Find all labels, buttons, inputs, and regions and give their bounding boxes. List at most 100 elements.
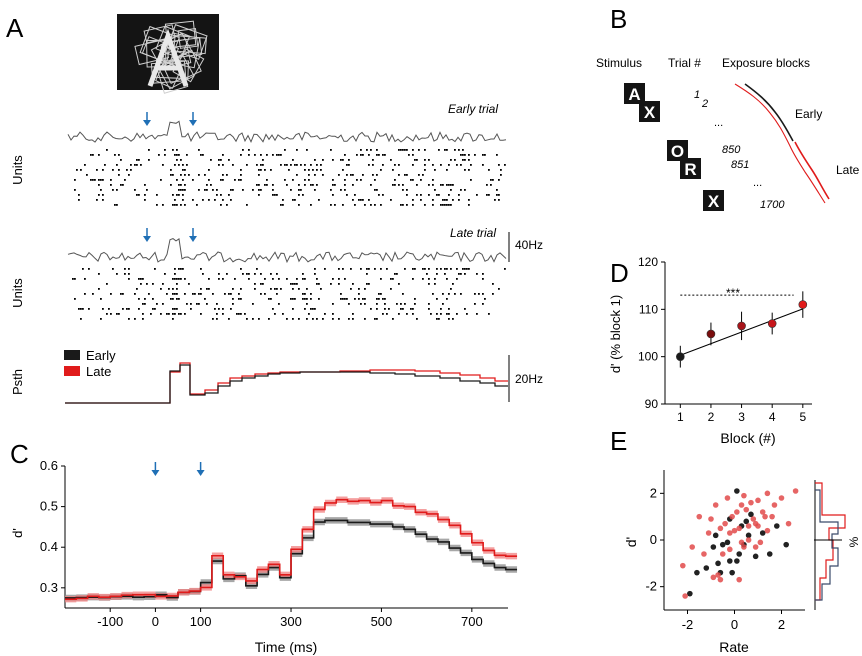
spike: [360, 199, 362, 201]
spike: [298, 288, 300, 290]
spike: [376, 298, 378, 300]
spike: [238, 293, 240, 295]
spike: [240, 169, 242, 171]
spike: [464, 154, 466, 156]
early-trial-rate-trace: [67, 120, 507, 144]
spike: [298, 189, 300, 191]
legend-label-early: Early: [86, 348, 116, 363]
spike: [404, 303, 406, 305]
spike: [438, 149, 440, 151]
spike: [492, 293, 494, 295]
spike: [176, 194, 178, 196]
spike: [298, 204, 300, 206]
spike: [200, 313, 202, 315]
spike: [230, 199, 232, 201]
spike: [428, 308, 430, 310]
spike: [186, 303, 188, 305]
spike: [330, 189, 332, 191]
spike: [182, 194, 184, 196]
spike: [492, 283, 494, 285]
spike: [100, 179, 102, 181]
spike: [114, 154, 116, 156]
spike: [340, 298, 342, 300]
spike: [182, 199, 184, 201]
spike: [164, 154, 166, 156]
spike: [124, 179, 126, 181]
spike: [316, 278, 318, 280]
spike: [136, 288, 138, 290]
spike: [424, 204, 426, 206]
spike: [178, 194, 180, 196]
spike: [316, 164, 318, 166]
spike: [206, 288, 208, 290]
spike: [342, 169, 344, 171]
spike: [504, 164, 506, 166]
spike: [362, 154, 364, 156]
spike: [130, 164, 132, 166]
spike: [332, 318, 334, 320]
spike: [258, 169, 260, 171]
spike: [176, 278, 178, 280]
spike: [222, 164, 224, 166]
spike: [350, 288, 352, 290]
spike: [442, 303, 444, 305]
spike: [364, 298, 366, 300]
spike: [72, 278, 74, 280]
spike: [122, 308, 124, 310]
spike: [376, 189, 378, 191]
spike: [498, 288, 500, 290]
panel-label-d: D: [610, 258, 629, 288]
spike: [154, 308, 156, 310]
spike: [176, 283, 178, 285]
spike: [192, 199, 194, 201]
spike: [444, 199, 446, 201]
spike: [398, 149, 400, 151]
spike: [196, 303, 198, 305]
spike: [232, 189, 234, 191]
header-stimulus: Stimulus: [596, 56, 642, 70]
spike: [252, 303, 254, 305]
e-point-late: [762, 513, 768, 520]
spike: [352, 283, 354, 285]
spike: [450, 159, 452, 161]
e-point-late: [792, 488, 799, 494]
spike: [138, 159, 140, 161]
spike: [214, 199, 216, 201]
spike: [192, 293, 194, 295]
e-point-late: [727, 546, 733, 553]
thumb-square: [134, 38, 170, 66]
spike: [378, 154, 380, 156]
spike: [402, 149, 404, 151]
spike: [314, 189, 316, 191]
e-point-early: [710, 544, 717, 550]
spike: [172, 149, 174, 151]
spike: [388, 308, 390, 310]
spike: [242, 149, 244, 151]
spike: [290, 298, 292, 300]
spike: [412, 278, 414, 280]
spike: [492, 179, 494, 181]
spike: [340, 293, 342, 295]
spike: [376, 174, 378, 176]
spike: [376, 308, 378, 310]
spike: [454, 159, 456, 161]
spike: [422, 174, 424, 176]
spike: [468, 204, 470, 206]
e-point-early: [724, 539, 731, 546]
spike: [314, 268, 316, 270]
spike: [344, 189, 346, 191]
spike: [302, 194, 304, 196]
spike: [416, 184, 418, 186]
spike: [366, 283, 368, 285]
spike: [200, 293, 202, 295]
spike: [136, 159, 138, 161]
spike: [174, 164, 176, 166]
spike: [446, 278, 448, 280]
spike: [176, 308, 178, 310]
spike: [238, 179, 240, 181]
spike: [112, 268, 114, 270]
spike: [208, 199, 210, 201]
e-y-tick-label: 2: [650, 485, 657, 500]
trial-number-2: 2: [701, 98, 708, 110]
stimulus-arrow-onset-early: [143, 120, 151, 126]
